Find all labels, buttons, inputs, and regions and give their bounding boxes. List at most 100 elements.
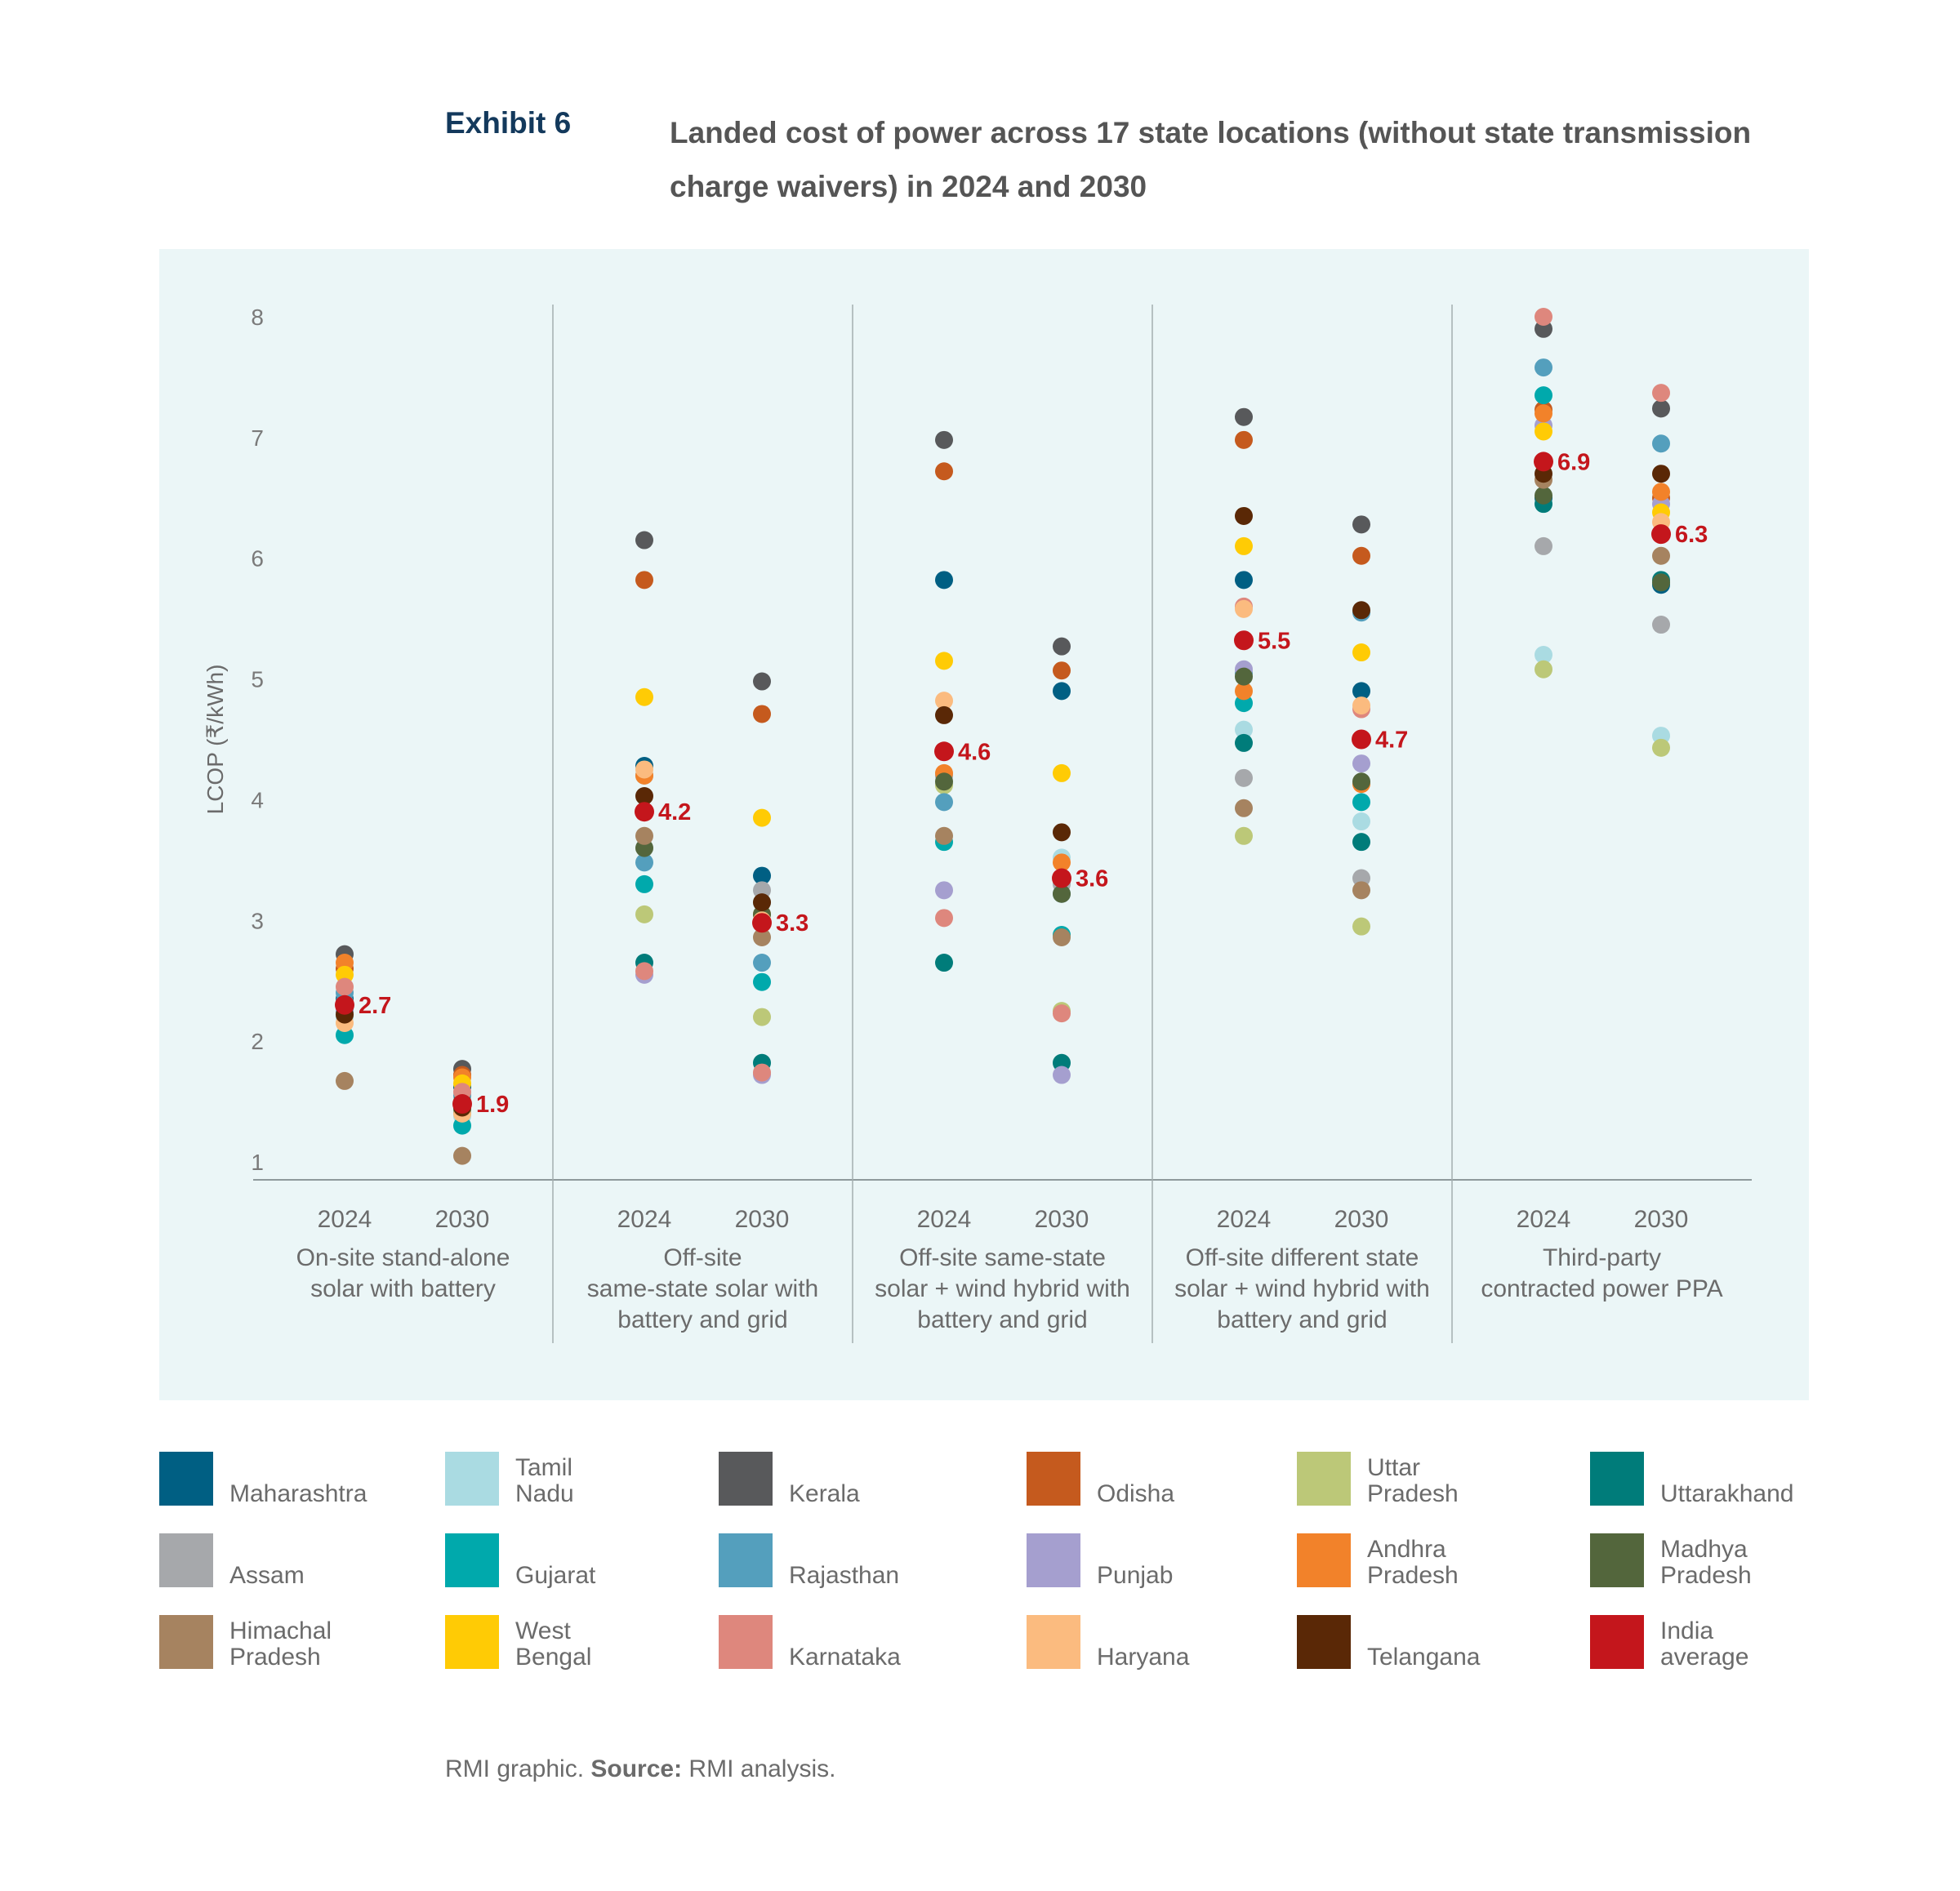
y-tick-label: 3 (251, 908, 264, 933)
point-punjab (1053, 1066, 1071, 1084)
point-kerala (1053, 637, 1071, 656)
point-tamil-nadu (1235, 720, 1253, 739)
legend-label: Himachal Pradesh (229, 1617, 332, 1671)
legend-swatch (1297, 1533, 1351, 1587)
point-uttarakhand (935, 954, 953, 972)
average-data-label: 5.5 (1258, 628, 1290, 654)
legend-swatch (1590, 1452, 1644, 1506)
legend-item: Rajasthan (719, 1533, 988, 1591)
point-uttar-pradesh (1352, 917, 1370, 936)
point-maharashtra (1352, 682, 1370, 701)
group-label: Off-site same-state solar with battery and… (587, 1244, 818, 1333)
point-madhya-pradesh (935, 772, 953, 791)
x-tick-label: 2024 (617, 1206, 672, 1233)
point-karnataka (1053, 1004, 1071, 1023)
point-madhya-pradesh (1352, 772, 1370, 791)
point-telangana (1053, 823, 1071, 842)
y-tick-label: 5 (251, 667, 264, 692)
point-gujarat (1535, 386, 1552, 405)
group-label-line: Off-site different state (1186, 1244, 1419, 1271)
point-haryana (635, 760, 653, 779)
point-himachal-pradesh (1235, 799, 1253, 817)
x-tick-label: 2030 (435, 1206, 490, 1233)
x-tick-label: 2024 (1217, 1206, 1272, 1233)
point-telangana (635, 786, 653, 805)
point-madhya-pradesh (1235, 667, 1253, 686)
footer-prefix: RMI graphic. (445, 1755, 591, 1782)
legend-swatch (445, 1452, 499, 1506)
x-tick-label: 2024 (917, 1206, 972, 1233)
point-punjab (935, 881, 953, 900)
point-telangana (935, 705, 953, 724)
legend-item: Karnataka (719, 1615, 988, 1672)
point-andhra-pradesh (1652, 483, 1670, 501)
legend-item: Gujarat (445, 1533, 715, 1591)
point-himachal-pradesh (753, 928, 771, 946)
point-india-average (635, 802, 654, 822)
point-west-bengal (753, 808, 771, 827)
point-gujarat (753, 972, 771, 991)
group-label-line: solar + wind hybrid with (1174, 1275, 1430, 1302)
point-gujarat (1352, 793, 1370, 812)
legend-item: Assam (159, 1533, 429, 1591)
group-label-line: solar with battery (310, 1275, 496, 1302)
point-punjab (1352, 754, 1370, 773)
group-label: Third-party contracted power PPA (1481, 1244, 1722, 1302)
point-kerala (935, 430, 953, 449)
legend-item: Uttarakhand (1590, 1452, 1860, 1509)
legend-item: Madhya Pradesh (1590, 1533, 1860, 1591)
point-haryana (1235, 599, 1253, 618)
legend-swatch (445, 1533, 499, 1587)
legend-item: Haryana (1027, 1615, 1296, 1672)
point-india-average (1651, 524, 1671, 545)
legend-swatch (719, 1615, 773, 1669)
point-maharashtra (1053, 682, 1071, 701)
point-rajasthan (1535, 358, 1552, 377)
x-tick-label: 2024 (318, 1206, 372, 1233)
legend-label: Gujarat (515, 1562, 596, 1589)
point-odisha (1053, 661, 1071, 680)
point-odisha (1352, 546, 1370, 565)
exhibit-label: Exhibit 6 (445, 106, 572, 140)
legend-swatch (719, 1533, 773, 1587)
point-karnataka (1535, 308, 1552, 326)
legend-swatch (445, 1615, 499, 1669)
legend-item: India average (1590, 1615, 1860, 1672)
legend-item: Odisha (1027, 1452, 1296, 1509)
legend-label: Uttar Pradesh (1367, 1454, 1459, 1507)
average-data-label: 6.9 (1557, 449, 1590, 475)
point-assam (1652, 616, 1670, 634)
average-data-label: 4.6 (958, 739, 991, 765)
group-label-line: battery and grid (917, 1306, 1087, 1333)
point-haryana (935, 692, 953, 710)
point-kerala (1652, 399, 1670, 418)
point-karnataka (935, 909, 953, 928)
point-kerala (635, 531, 653, 550)
point-maharashtra (753, 866, 771, 885)
point-karnataka (1652, 384, 1670, 403)
point-karnataka (753, 1063, 771, 1082)
footer-source-label: Source: (590, 1755, 683, 1782)
legend-label: Rajasthan (789, 1562, 900, 1589)
legend-swatch (1297, 1452, 1351, 1506)
point-kerala (1352, 515, 1370, 534)
average-data-label: 4.2 (658, 799, 691, 825)
point-madhya-pradesh (1652, 573, 1670, 592)
point-tamil-nadu (1352, 812, 1370, 831)
group-label-line: same-state solar with (587, 1275, 818, 1302)
group-label-line: Off-site (663, 1244, 742, 1271)
point-india-average (452, 1094, 472, 1115)
legend-swatch (1027, 1533, 1080, 1587)
legend-label: Andhra Pradesh (1367, 1536, 1459, 1589)
point-gujarat (635, 874, 653, 893)
legend-label: Assam (229, 1562, 305, 1589)
legend-item: West Bengal (445, 1615, 715, 1672)
point-himachal-pradesh (1053, 928, 1071, 946)
legend-label: Uttarakhand (1660, 1480, 1794, 1507)
chart-panel: 1 2 3 4 5 6 7 8 LCOP (₹/kWh) 2024 2030 On-site stan… (159, 249, 1809, 1400)
point-telangana (1652, 465, 1670, 483)
point-kerala (753, 672, 771, 691)
group-label-line: contracted power PPA (1481, 1275, 1722, 1302)
point-odisha (635, 571, 653, 590)
legend-label: Odisha (1097, 1480, 1175, 1507)
